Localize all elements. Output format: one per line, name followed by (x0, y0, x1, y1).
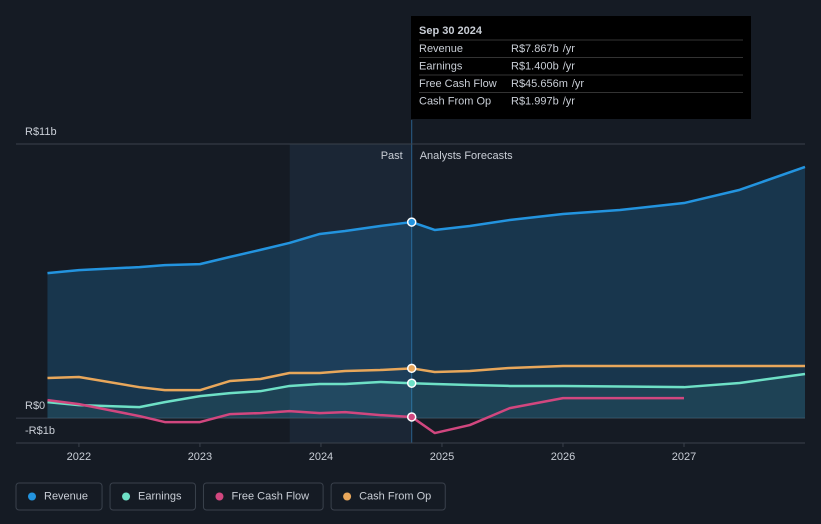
hover-marker (406, 217, 417, 227)
tooltip-series-name: Cash From Op (419, 95, 491, 107)
tooltip-value: R$45.656m (511, 78, 568, 90)
legend-item[interactable]: Cash From Op (330, 482, 446, 511)
tooltip-suffix: /yr (563, 43, 576, 55)
legend-swatch (343, 492, 352, 501)
x-tick-label: 2022 (67, 451, 91, 463)
y-tick-label: R$0 (25, 400, 45, 412)
hover-marker (406, 412, 417, 422)
hover-marker (406, 378, 417, 388)
tooltip-suffix: /yr (563, 95, 576, 107)
tooltip-series-name: Earnings (419, 60, 463, 72)
y-tick-label: R$11b (25, 126, 57, 138)
tooltip-box (411, 16, 751, 119)
legend-label: Revenue (44, 490, 88, 502)
series-line (47, 364, 805, 392)
legend-button[interactable] (15, 482, 103, 511)
series-line (47, 165, 806, 275)
legend-item[interactable]: Earnings (109, 482, 196, 511)
tooltip: Sep 30 2024 Revenue R$7.867b/yr Earnings R$1… (411, 16, 751, 119)
tooltip-value: R$1.997b (511, 95, 559, 107)
x-tick-label: 2023 (188, 451, 212, 463)
forecast-label: Analysts Forecasts (420, 150, 513, 162)
past-highlight (289, 144, 412, 443)
legend-swatch (122, 492, 131, 501)
x-tick-label: 2024 (309, 451, 333, 463)
legend-label: Free Cash Flow (231, 490, 309, 502)
x-tick-label: 2026 (551, 451, 575, 463)
legend-button[interactable] (202, 482, 324, 511)
series-line (47, 396, 684, 435)
tooltip-value: R$7.867b (511, 43, 559, 55)
past-label: Past (381, 150, 403, 162)
tooltip-date: Sep 30 2024 (419, 25, 483, 37)
tooltip-series-name: Revenue (419, 43, 463, 55)
legend-label: Earnings (138, 490, 182, 502)
tooltip-series-name: Free Cash Flow (419, 78, 497, 90)
series-area (47, 166, 805, 419)
hover-marker (406, 363, 417, 374)
legend-label: Cash From Op (359, 490, 431, 502)
tooltip-suffix: /yr (572, 78, 585, 90)
legend-item[interactable]: Revenue (15, 482, 103, 511)
legend-swatch (215, 492, 224, 501)
series-area (47, 373, 805, 419)
y-tick-label: -R$1b (25, 425, 55, 437)
x-tick-label: 2025 (430, 451, 454, 463)
legend-swatch (28, 492, 36, 501)
legend-item[interactable]: Free Cash Flow (202, 482, 324, 511)
series-line (47, 372, 806, 409)
legend-button[interactable] (109, 482, 196, 511)
tooltip-suffix: /yr (563, 60, 576, 72)
tooltip-value: R$1.400b (511, 60, 559, 72)
legend-button[interactable] (330, 482, 446, 511)
x-tick-label: 2027 (672, 451, 696, 463)
